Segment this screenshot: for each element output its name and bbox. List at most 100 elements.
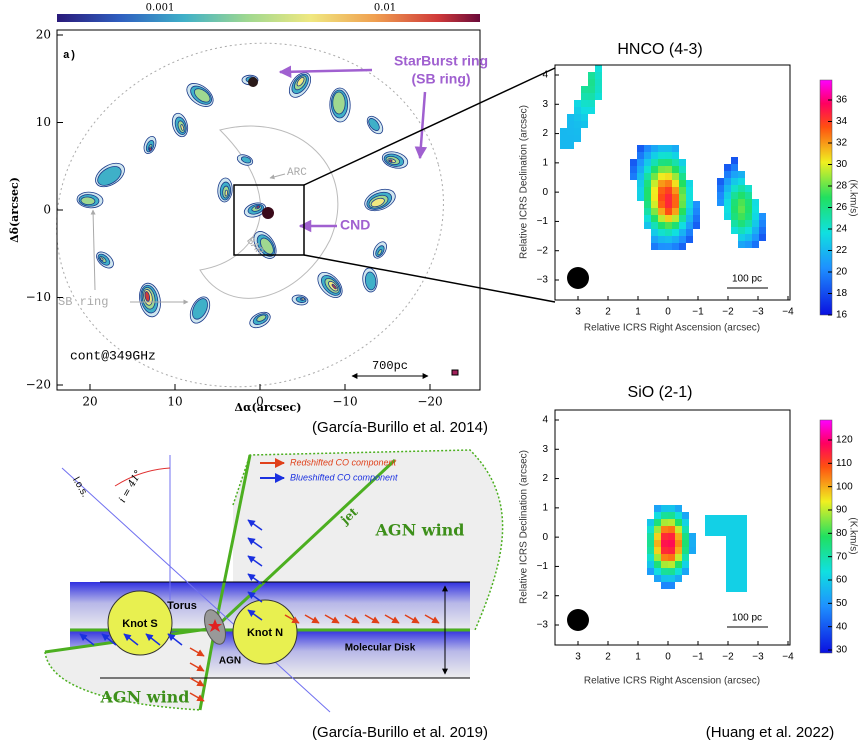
y-tick-label: 3 (542, 444, 548, 455)
pixel (740, 543, 747, 550)
pixel (661, 526, 668, 533)
y-tick-label: −20 (26, 378, 51, 392)
contour (97, 166, 122, 186)
pixel (740, 557, 747, 564)
pixel (661, 519, 668, 526)
pixel (651, 222, 658, 229)
hotspot (248, 77, 258, 87)
pixel (682, 526, 689, 533)
annotation: CND (340, 217, 370, 233)
pixel (658, 180, 665, 187)
pixel (658, 187, 665, 194)
pixel (679, 236, 686, 243)
pixel (759, 227, 766, 234)
y-tick-label: 90 (836, 505, 848, 516)
blue-vector (145, 633, 161, 646)
pixel (726, 515, 733, 522)
blue-vector (247, 591, 263, 603)
pixel (738, 199, 745, 206)
colorbar-label: (K.km/s) (847, 179, 858, 216)
pixel (733, 543, 740, 550)
pixel (647, 547, 654, 554)
pixel (738, 213, 745, 220)
blue-vector (247, 609, 263, 621)
y-tick-label: 80 (836, 528, 848, 539)
pixel (658, 243, 665, 250)
x-axis-label: Δα(arcsec) (235, 401, 302, 414)
pixel (661, 540, 668, 547)
pixel (574, 107, 581, 114)
annotation: AGN wind (375, 521, 465, 540)
pixel (712, 529, 719, 536)
pixel (672, 173, 679, 180)
pixel (672, 145, 679, 152)
y-tick-label: 20 (36, 28, 51, 42)
pixel (581, 107, 588, 114)
pixel (588, 93, 595, 100)
pixel (724, 164, 731, 171)
pixel (733, 564, 740, 571)
pixel (567, 114, 574, 121)
red-vector (189, 692, 205, 702)
pixel (654, 568, 661, 575)
citation: (García-Burillo et al. 2014) (312, 419, 488, 436)
y-tick-label: −1 (537, 561, 549, 572)
wind-cone (45, 628, 215, 710)
pixel (637, 180, 644, 187)
blue-vector (247, 573, 263, 585)
pixel (668, 526, 675, 533)
contour (100, 257, 104, 261)
pixel (738, 227, 745, 234)
x-tick-label: 0 (665, 652, 671, 663)
pixel (637, 145, 644, 152)
pixel (679, 222, 686, 229)
pixel (686, 180, 693, 187)
y-tick-label: 2 (542, 128, 548, 139)
annotation: AGN (219, 656, 241, 667)
pixel (665, 215, 672, 222)
pixel (738, 241, 745, 248)
y-tick-label: 120 (836, 435, 853, 446)
y-tick-label: −2 (537, 590, 549, 601)
wind-outline (44, 651, 201, 711)
red-vector (404, 614, 420, 624)
pixel (726, 536, 733, 543)
pixel (726, 529, 733, 536)
pixel (686, 208, 693, 215)
pixel (712, 522, 719, 529)
y-tick-label: 1 (542, 157, 548, 168)
pixel (686, 215, 693, 222)
contour (256, 205, 261, 209)
annotation: Knot N (247, 627, 283, 639)
pixel (738, 178, 745, 185)
pixel (675, 561, 682, 568)
pixel (661, 582, 668, 589)
contour (240, 156, 252, 164)
annotation: StarBurst ring (394, 53, 488, 69)
outline (56, 42, 444, 388)
y-tick-label: 20 (836, 267, 848, 278)
annotation: AGN wind (100, 688, 190, 707)
bar-outline (199, 125, 339, 299)
pixel (752, 220, 759, 227)
x-tick-label: −2 (722, 307, 734, 318)
pixel (733, 522, 740, 529)
pixel (630, 173, 637, 180)
pixel (644, 222, 651, 229)
pixel (658, 145, 665, 152)
pixel (682, 512, 689, 519)
colorbar-label: 0.001 (146, 3, 175, 14)
scale-label: 100 pc (732, 274, 762, 285)
pixel (668, 533, 675, 540)
x-tick-label: −1 (692, 307, 704, 318)
pixel (644, 173, 651, 180)
y-tick-label: 18 (836, 288, 848, 299)
pixel (665, 229, 672, 236)
pixel (647, 519, 654, 526)
pixel (661, 533, 668, 540)
pixel (726, 550, 733, 557)
y-tick-label: 10 (36, 115, 51, 129)
pixel (668, 575, 675, 582)
annotation: SB ring (58, 295, 108, 309)
contour (301, 297, 306, 301)
